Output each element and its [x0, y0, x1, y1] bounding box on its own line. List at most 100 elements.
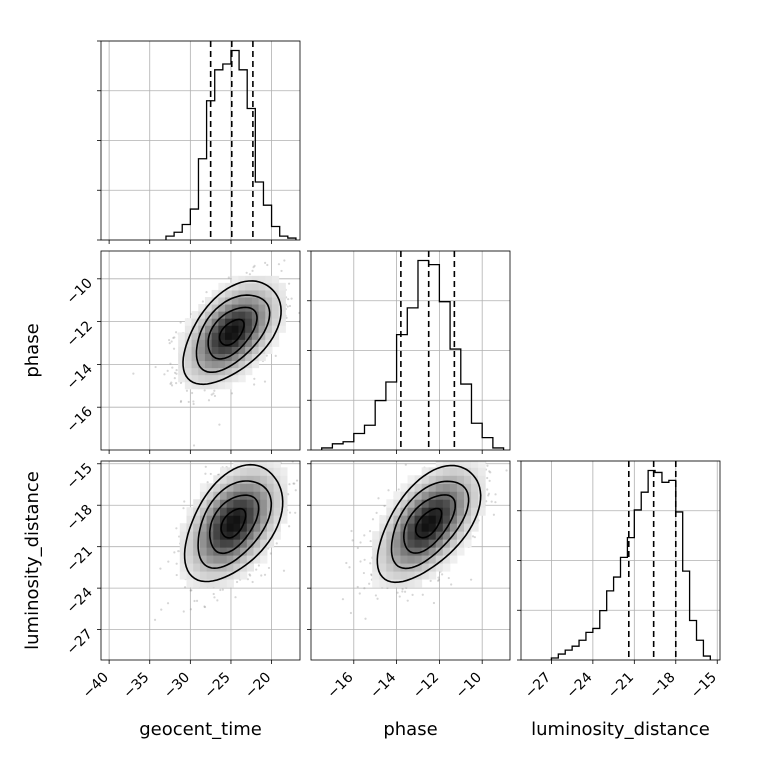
hist-panel-geocent_time: [97, 40, 301, 244]
density-cell: [442, 563, 451, 572]
density-cell: [442, 531, 451, 540]
x-tick-label: −30: [161, 670, 193, 702]
density-cell: [435, 523, 444, 532]
density-cell: [428, 491, 437, 500]
x-tick-label: −18: [646, 670, 678, 702]
density-cell: [186, 515, 194, 524]
x-tick-label: −12: [410, 670, 442, 702]
scatter-point: [179, 399, 183, 403]
density-cell: [225, 289, 233, 298]
density-cell: [442, 507, 451, 516]
density-cell: [238, 318, 246, 326]
scatter-point: [235, 580, 239, 584]
density-cell: [184, 339, 193, 347]
density-cell: [245, 346, 253, 354]
density-cell: [407, 579, 416, 588]
density-cell: [442, 515, 451, 524]
density-cell: [198, 332, 206, 340]
scatter-point: [492, 513, 495, 516]
density-cell: [421, 475, 430, 484]
density-cell: [186, 579, 194, 588]
scatter-point: [195, 599, 199, 602]
density-cell: [407, 475, 416, 484]
density-cell: [400, 523, 409, 532]
density-cell: [393, 547, 401, 556]
density-cell: [379, 555, 387, 564]
scatter-point: [287, 493, 290, 496]
density-cell: [478, 467, 486, 476]
panel-frame: [520, 460, 721, 661]
density-cell: [260, 499, 268, 508]
scatter-point: [219, 588, 222, 592]
density-cell: [204, 304, 213, 312]
scatter-point: [458, 443, 460, 445]
contour-level-2: [197, 480, 273, 570]
scatter-point: [182, 507, 185, 510]
density-cell: [245, 318, 253, 326]
density-cell: [280, 483, 288, 492]
density-cell: [266, 467, 275, 476]
scatter-point: [189, 589, 192, 592]
density-cell: [379, 547, 387, 556]
density-cell: [219, 547, 228, 556]
density-cell: [379, 579, 387, 588]
density-cell: [273, 515, 281, 524]
density-cell: [219, 555, 228, 564]
scatter-point: [487, 492, 491, 495]
density-cell: [204, 353, 213, 362]
density-cell: [435, 499, 444, 508]
hist-step-geocent_time: [165, 49, 297, 240]
scatter-point: [370, 573, 373, 576]
density-cell: [414, 491, 423, 500]
density-cell: [253, 467, 261, 476]
scatter-point: [257, 564, 260, 567]
scatter-point: [304, 296, 306, 298]
panel-frame: [100, 250, 301, 451]
scatter-point: [179, 400, 182, 404]
density-cell: [421, 515, 430, 524]
density-cell: [435, 507, 444, 516]
scatter-point: [302, 454, 304, 456]
density-cell: [199, 491, 208, 500]
density-cell: [393, 563, 401, 572]
scatter-point: [486, 488, 489, 491]
density-cell: [253, 547, 261, 556]
density-cell: [407, 539, 416, 548]
panel-content: [311, 443, 510, 660]
contour-level-1: [209, 494, 260, 555]
x-tick-label: −14: [367, 669, 399, 701]
density-cell: [246, 499, 254, 508]
scatter-point: [463, 447, 465, 449]
density-cell: [471, 461, 479, 468]
density-cell: [271, 275, 280, 284]
density-cell: [407, 507, 416, 516]
density-cell: [251, 282, 260, 291]
density-cell: [260, 555, 268, 564]
density-cell: [258, 339, 266, 347]
density-cell: [184, 367, 193, 376]
density-cell: [379, 539, 387, 548]
density-cell: [226, 475, 234, 484]
x-tick-label: −24: [563, 669, 595, 701]
density-cell: [280, 491, 288, 500]
scatter-point: [154, 365, 157, 369]
density-cell: [191, 339, 199, 347]
density-cell: [271, 339, 280, 347]
density-cell: [271, 297, 280, 305]
scatter-point: [363, 534, 366, 537]
density-cell: [233, 563, 241, 572]
density-cell: [199, 555, 208, 564]
scatter-point: [245, 271, 248, 274]
density-cell: [421, 555, 430, 564]
density-cell: [184, 325, 193, 333]
density-cell: [278, 304, 286, 312]
density-cell: [226, 515, 234, 524]
scatter-point: [486, 464, 489, 467]
density-cell: [231, 304, 239, 312]
density-cell: [421, 507, 430, 516]
scatter-point: [160, 608, 163, 611]
density-cell: [400, 555, 409, 564]
density-cell: [463, 539, 472, 548]
density-cell: [442, 547, 451, 556]
density-cell: [193, 547, 201, 556]
